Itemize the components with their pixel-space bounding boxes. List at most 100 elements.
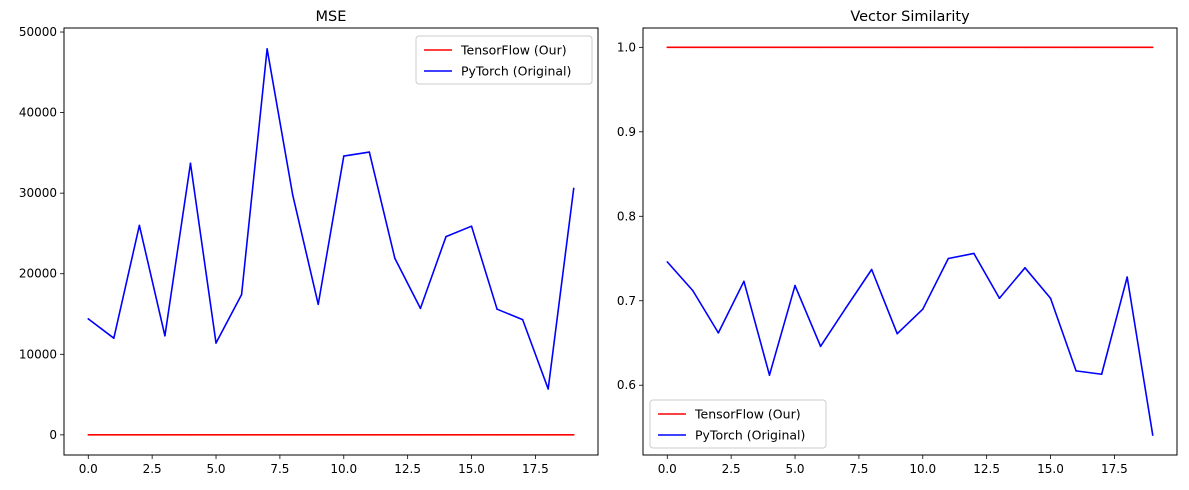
x-tick-label: 5.0 (785, 462, 804, 476)
data-point (215, 342, 217, 344)
data-point (215, 434, 217, 436)
y-tick-label: 0.9 (617, 125, 636, 139)
data-point (189, 162, 192, 165)
data-point (521, 318, 524, 321)
y-tick-label: 1.0 (617, 40, 636, 54)
data-point (717, 46, 720, 49)
x-tick-label: 15.0 (1037, 462, 1064, 476)
plot-frame (642, 27, 1178, 456)
data-point (794, 46, 796, 49)
data-point (666, 261, 669, 263)
data-point (138, 434, 141, 436)
series-line-pytorch (666, 252, 1154, 436)
x-tick-label: 10.0 (909, 462, 936, 476)
data-point (164, 334, 166, 337)
data-point (947, 257, 950, 260)
data-point (794, 284, 796, 287)
x-tick-label: 2.5 (143, 462, 162, 476)
y-tick-label: 0.8 (617, 209, 636, 223)
x-tick-label: 17.5 (522, 462, 549, 476)
data-point (572, 434, 575, 436)
data-point (87, 318, 90, 320)
x-tick-label: 0.0 (658, 462, 677, 476)
plot-frame (63, 27, 599, 456)
chart-title: MSE (316, 9, 347, 25)
data-point (342, 434, 345, 436)
data-point (768, 46, 771, 49)
data-point (266, 48, 268, 50)
data-point (291, 193, 294, 196)
y-tick-label: 30000 (19, 186, 57, 200)
data-point (1024, 267, 1026, 269)
data-point (743, 46, 745, 49)
data-point (1049, 297, 1052, 300)
data-point (547, 388, 549, 390)
data-point (368, 151, 371, 153)
data-point (470, 434, 473, 436)
data-point (138, 224, 141, 227)
data-point (1151, 434, 1154, 436)
x-tick-label: 0.0 (79, 462, 98, 476)
data-point (819, 345, 822, 348)
data-point (113, 337, 115, 339)
chart-title: Vector Similarity (850, 9, 970, 25)
data-point (189, 434, 192, 436)
data-point (419, 434, 422, 436)
legend-label: TensorFlow (Our) (460, 43, 567, 58)
data-point (547, 434, 549, 436)
data-point (1049, 46, 1052, 49)
y-tick-label: 0 (49, 428, 57, 442)
data-point (394, 257, 396, 260)
legend-label: PyTorch (Original) (695, 428, 805, 443)
data-point (240, 434, 243, 436)
x-tick-label: 12.5 (973, 462, 1000, 476)
series-line-pytorch (87, 48, 575, 390)
x-tick-label: 12.5 (394, 462, 421, 476)
data-point (445, 235, 447, 238)
data-point (470, 225, 473, 227)
y-tick-label: 0.6 (617, 378, 636, 392)
y-tick-label: 10000 (19, 347, 57, 361)
data-point (1075, 370, 1077, 372)
data-point (1024, 46, 1026, 49)
data-point (1126, 276, 1128, 278)
x-tick-label: 2.5 (722, 462, 741, 476)
data-point (870, 268, 873, 271)
y-tick-label: 0.7 (617, 294, 636, 308)
legend-label: PyTorch (Original) (461, 64, 571, 79)
x-tick-label: 7.5 (270, 462, 289, 476)
legend-box (649, 399, 827, 449)
data-point (896, 46, 899, 49)
data-point (87, 434, 90, 436)
y-tick-label: 40000 (19, 106, 57, 120)
data-point (692, 289, 694, 292)
data-point (819, 46, 822, 49)
y-tick-label: 20000 (19, 267, 57, 281)
data-point (717, 332, 720, 334)
y-tick-label: 50000 (19, 25, 57, 39)
legend-box (415, 35, 593, 85)
data-point (998, 297, 1001, 300)
data-point (419, 307, 422, 310)
data-point (317, 303, 320, 306)
data-point (1100, 46, 1103, 49)
data-point (394, 434, 396, 436)
data-point (921, 46, 924, 49)
data-point (164, 434, 166, 436)
data-point (113, 434, 115, 436)
data-point (521, 434, 524, 436)
x-tick-label: 10.0 (330, 462, 357, 476)
data-point (496, 308, 498, 310)
data-point (743, 280, 745, 283)
data-point (1100, 373, 1103, 376)
data-point (870, 46, 873, 49)
x-tick-label: 17.5 (1101, 462, 1128, 476)
data-point (496, 434, 498, 436)
data-point (1151, 46, 1154, 49)
legend-label: TensorFlow (Our) (694, 407, 801, 422)
data-point (998, 46, 1001, 49)
data-point (572, 187, 575, 190)
legend: TensorFlow (Our) PyTorch (Original) (415, 35, 593, 85)
data-point (845, 306, 847, 309)
data-point (947, 46, 950, 49)
